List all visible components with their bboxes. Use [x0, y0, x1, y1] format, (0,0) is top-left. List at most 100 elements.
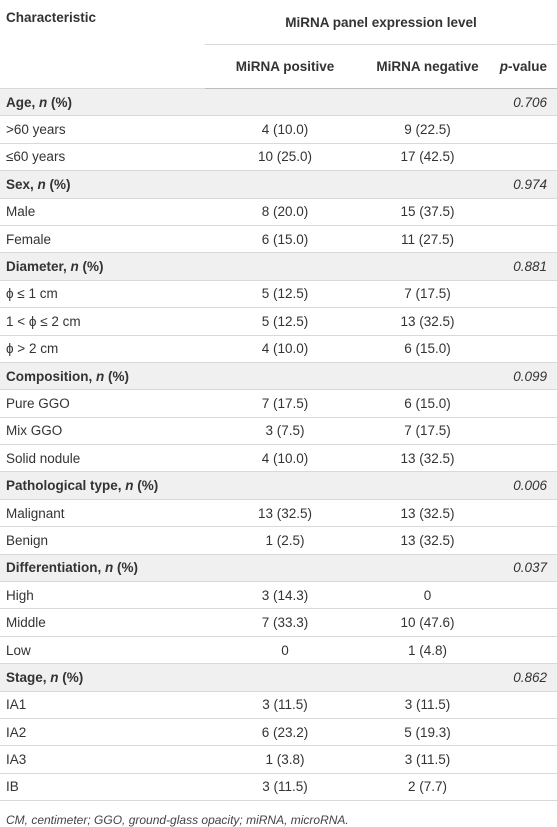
data-row: Pure GGO 7 (17.5) 6 (15.0) — [0, 389, 557, 418]
cell: 10 (47.6) — [365, 608, 490, 637]
footnote: CM, centimeter; GGO, ground-glass opacit… — [6, 813, 349, 827]
table-header: Characteristic MiRNA panel expression le… — [0, 0, 557, 89]
p-value: 0.037 — [490, 554, 557, 583]
row-label: 1 < ϕ ≤ 2 cm — [0, 307, 205, 336]
section-title: Stage, n (%) — [0, 663, 205, 692]
data-row: IA3 1 (3.8) 3 (11.5) — [0, 745, 557, 774]
section-title-part: (%) — [47, 94, 73, 110]
cell — [490, 718, 557, 747]
row-label: High — [0, 581, 205, 610]
data-row: Mix GGO 3 (7.5) 7 (17.5) — [0, 417, 557, 446]
cell: 7 (17.5) — [365, 280, 490, 309]
row-label: IA1 — [0, 691, 205, 719]
section-title-part: n — [70, 259, 79, 275]
cell — [490, 389, 557, 418]
data-row: ϕ ≤ 1 cm 5 (12.5) 7 (17.5) — [0, 280, 557, 309]
section-title: Differentiation, n (%) — [0, 554, 205, 583]
cell: 3 (14.3) — [205, 581, 365, 610]
section-title: Composition, n (%) — [0, 362, 205, 391]
cell — [490, 280, 557, 309]
cell: 3 (11.5) — [205, 773, 365, 802]
header-cell: MiRNA negative — [365, 44, 490, 89]
cell — [365, 663, 490, 692]
section-title-part: (%) — [45, 176, 71, 192]
cell: 10 (25.0) — [205, 143, 365, 172]
header-text: -value — [507, 59, 547, 74]
cell — [365, 252, 490, 281]
cell: 2 (7.7) — [365, 773, 490, 802]
cell: 1 (4.8) — [365, 636, 490, 665]
section-title-part: n — [105, 560, 114, 576]
row-label: IA2 — [0, 718, 205, 747]
section-title-part: n — [125, 478, 134, 494]
cell: 17 (42.5) — [365, 143, 490, 172]
data-row: Malignant 13 (32.5) 13 (32.5) — [0, 499, 557, 528]
cell: 13 (32.5) — [365, 307, 490, 336]
cell: 0 — [205, 636, 365, 665]
cell — [365, 170, 490, 199]
cell: 6 (15.0) — [365, 335, 490, 363]
cell — [205, 471, 365, 500]
section-title-part: Composition, — [6, 368, 96, 384]
section-title-part: n — [39, 94, 48, 110]
cell — [490, 608, 557, 637]
p-value: 0.706 — [490, 88, 557, 117]
row-label: Pure GGO — [0, 389, 205, 418]
data-row: Benign 1 (2.5) 13 (32.5) — [0, 526, 557, 555]
cell: 4 (10.0) — [205, 444, 365, 473]
cell — [490, 499, 557, 528]
cell: 3 (11.5) — [365, 691, 490, 719]
row-label: Solid nodule — [0, 444, 205, 473]
cell — [490, 335, 557, 363]
cell: 6 (15.0) — [205, 225, 365, 254]
section-row: Pathological type, n (%) 0.006 — [0, 471, 557, 500]
cell — [365, 362, 490, 391]
p-value: 0.006 — [490, 471, 557, 500]
cell: 0 — [365, 581, 490, 610]
row-label: >60 years — [0, 115, 205, 144]
row-label: Male — [0, 198, 205, 226]
section-title: Sex, n (%) — [0, 170, 205, 199]
cell: 7 (17.5) — [365, 417, 490, 446]
cell — [490, 307, 557, 336]
section-title-part: Stage, — [6, 669, 51, 685]
cell — [490, 444, 557, 473]
section-row: Sex, n (%) 0.974 — [0, 170, 557, 199]
cell: 13 (32.5) — [365, 499, 490, 528]
header-cell: Characteristic — [0, 0, 205, 89]
row-label: ≤60 years — [0, 143, 205, 172]
data-row: >60 years 4 (10.0) 9 (22.5) — [0, 115, 557, 144]
section-title-part: Sex, — [6, 176, 38, 192]
section-title-part: (%) — [104, 368, 129, 384]
cell: 3 (11.5) — [365, 745, 490, 774]
data-row: Low 0 1 (4.8) — [0, 636, 557, 665]
cell: 3 (11.5) — [205, 691, 365, 719]
section-title-part: (%) — [58, 669, 84, 685]
row-label: ϕ > 2 cm — [0, 335, 205, 363]
row-label: ϕ ≤ 1 cm — [0, 280, 205, 309]
data-row: High 3 (14.3) 0 — [0, 581, 557, 610]
cell: 6 (15.0) — [365, 389, 490, 418]
data-row: IA2 6 (23.2) 5 (19.3) — [0, 718, 557, 747]
cell — [205, 362, 365, 391]
cell: 13 (32.5) — [205, 499, 365, 528]
row-label: Middle — [0, 608, 205, 637]
data-table: Characteristic MiRNA panel expression le… — [0, 0, 557, 802]
row-label: IA3 — [0, 745, 205, 774]
cell: 9 (22.5) — [365, 115, 490, 144]
section-title-part: (%) — [113, 560, 139, 576]
p-value: 0.099 — [490, 362, 557, 391]
data-row: ≤60 years 10 (25.0) 17 (42.5) — [0, 143, 557, 172]
p-value: 0.862 — [490, 663, 557, 692]
cell: 6 (23.2) — [205, 718, 365, 747]
data-row: Middle 7 (33.3) 10 (47.6) — [0, 608, 557, 637]
section-row: Stage, n (%) 0.862 — [0, 663, 557, 692]
cell: 5 (19.3) — [365, 718, 490, 747]
cell: 7 (33.3) — [205, 608, 365, 637]
header-row: MiRNA positive MiRNA negative p-value — [0, 44, 557, 89]
cell — [490, 526, 557, 555]
cell — [490, 143, 557, 172]
cell — [365, 88, 490, 117]
cell: 5 (12.5) — [205, 307, 365, 336]
